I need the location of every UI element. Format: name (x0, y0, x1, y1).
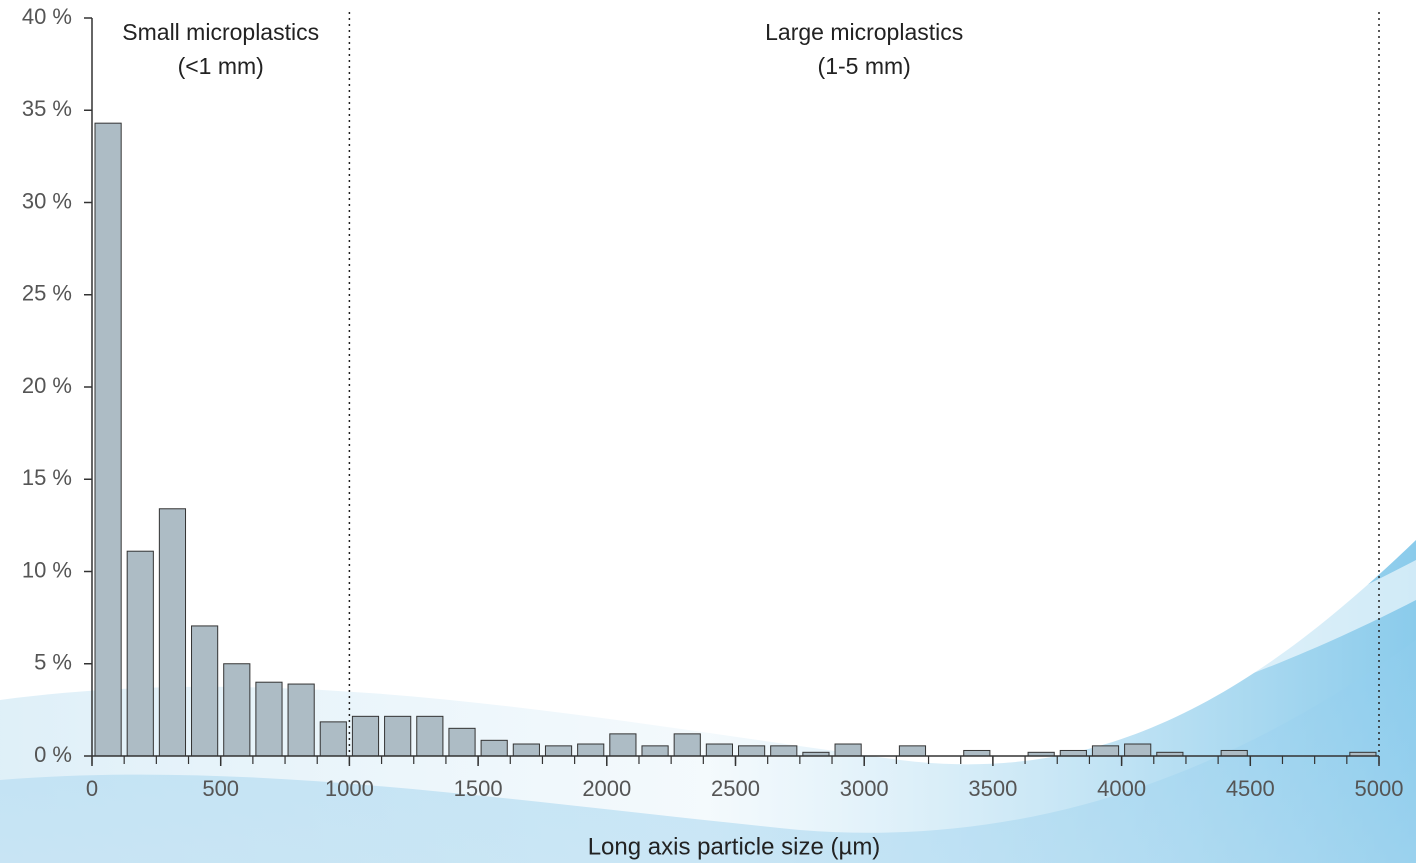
y-tick-label: 35 % (22, 96, 72, 121)
bar (1221, 750, 1247, 756)
chart: Long axis particle size (µm) 0 % 5 % 10 % 1… (0, 0, 1416, 863)
annotation: Large microplastics (765, 19, 963, 45)
bar (706, 744, 732, 756)
bar (95, 123, 121, 756)
bar (127, 551, 153, 756)
y-tick-label: 5 % (34, 650, 72, 675)
x-tick-label: 1500 (454, 776, 503, 801)
bar (159, 509, 185, 756)
bar (288, 684, 314, 756)
x-tick-label: 3000 (840, 776, 889, 801)
x-tick-label: 4500 (1226, 776, 1275, 801)
x-axis-title: Long axis particle size (µm) (588, 833, 881, 860)
bar (610, 734, 636, 756)
x-tick-label: 500 (202, 776, 239, 801)
bar (674, 734, 700, 756)
bar (835, 744, 861, 756)
bar (224, 664, 250, 756)
annotation: (<1 mm) (178, 53, 264, 79)
bar (385, 716, 411, 756)
bar (1125, 744, 1151, 756)
y-tick-label: 20 % (22, 373, 72, 398)
bar (417, 716, 443, 756)
x-tick-label: 2500 (711, 776, 760, 801)
bar (481, 740, 507, 756)
y-tick-label: 10 % (22, 557, 72, 582)
bar (545, 746, 571, 756)
bar (352, 716, 378, 756)
x-tick-label: 1000 (325, 776, 374, 801)
x-tick-label: 2000 (582, 776, 631, 801)
bar (192, 626, 218, 756)
bar (899, 746, 925, 756)
y-tick-label: 30 % (22, 188, 72, 213)
bar (739, 746, 765, 756)
bar (578, 744, 604, 756)
bar (1060, 750, 1086, 756)
y-tick-label: 15 % (22, 465, 72, 490)
y-tick-label: 0 % (34, 742, 72, 767)
bar (771, 746, 797, 756)
annotation: Small microplastics (122, 19, 319, 45)
bar (449, 728, 475, 756)
bar (642, 746, 668, 756)
x-tick-label: 5000 (1355, 776, 1404, 801)
bar (513, 744, 539, 756)
x-tick-label: 4000 (1097, 776, 1146, 801)
x-tick-label: 3500 (968, 776, 1017, 801)
y-tick-label: 25 % (22, 281, 72, 306)
bar (1092, 746, 1118, 756)
bar (256, 682, 282, 756)
bar (964, 750, 990, 756)
y-tick-label: 40 % (22, 4, 72, 29)
annotation: (1-5 mm) (818, 53, 911, 79)
x-tick-label: 0 (86, 776, 98, 801)
bar (320, 722, 346, 756)
